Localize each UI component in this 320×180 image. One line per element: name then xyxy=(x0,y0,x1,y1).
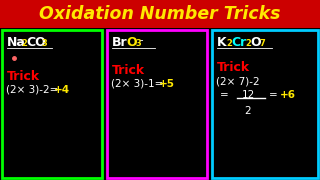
Text: Br: Br xyxy=(112,36,128,49)
Text: +6: +6 xyxy=(280,90,296,100)
Text: Trick: Trick xyxy=(112,64,145,77)
Text: 2: 2 xyxy=(21,39,27,48)
Text: 12: 12 xyxy=(241,90,255,100)
Text: =: = xyxy=(220,90,229,100)
Text: Trick: Trick xyxy=(7,70,40,83)
Text: (2× 3)-2=: (2× 3)-2= xyxy=(6,85,62,95)
Text: 2: 2 xyxy=(245,106,251,116)
Text: =: = xyxy=(269,90,278,100)
Text: 3: 3 xyxy=(41,39,47,48)
Bar xyxy=(0,0,320,28)
Text: Oxidation Number Tricks: Oxidation Number Tricks xyxy=(39,5,281,23)
Text: 7: 7 xyxy=(260,39,266,48)
Text: O: O xyxy=(126,36,137,49)
Text: CO: CO xyxy=(26,36,46,49)
Bar xyxy=(212,30,318,178)
Text: 3: 3 xyxy=(135,39,141,48)
Text: Cr: Cr xyxy=(231,36,246,49)
Text: +5: +5 xyxy=(159,79,175,89)
Text: +4: +4 xyxy=(54,85,70,95)
Text: (2× 7)-2: (2× 7)-2 xyxy=(216,76,260,86)
Text: -: - xyxy=(140,35,143,45)
Text: K: K xyxy=(217,36,227,49)
Text: (2× 3)-1=: (2× 3)-1= xyxy=(111,79,167,89)
Text: Na: Na xyxy=(7,36,26,49)
Text: 2: 2 xyxy=(245,39,251,48)
Bar xyxy=(2,30,102,178)
Bar xyxy=(107,30,207,178)
Text: Trick: Trick xyxy=(217,61,250,74)
Text: 2: 2 xyxy=(226,39,232,48)
Text: O: O xyxy=(250,36,260,49)
